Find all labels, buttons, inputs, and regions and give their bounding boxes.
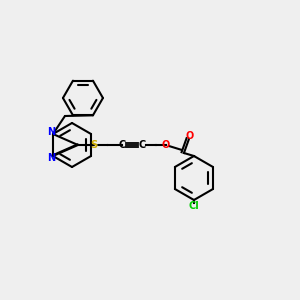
Text: O: O bbox=[186, 131, 194, 141]
Text: C: C bbox=[138, 140, 146, 150]
Text: Cl: Cl bbox=[189, 201, 199, 211]
Text: O: O bbox=[162, 140, 170, 150]
Text: S: S bbox=[90, 140, 98, 150]
Text: N: N bbox=[47, 153, 55, 163]
Text: C: C bbox=[118, 140, 126, 150]
Text: N: N bbox=[47, 127, 55, 137]
